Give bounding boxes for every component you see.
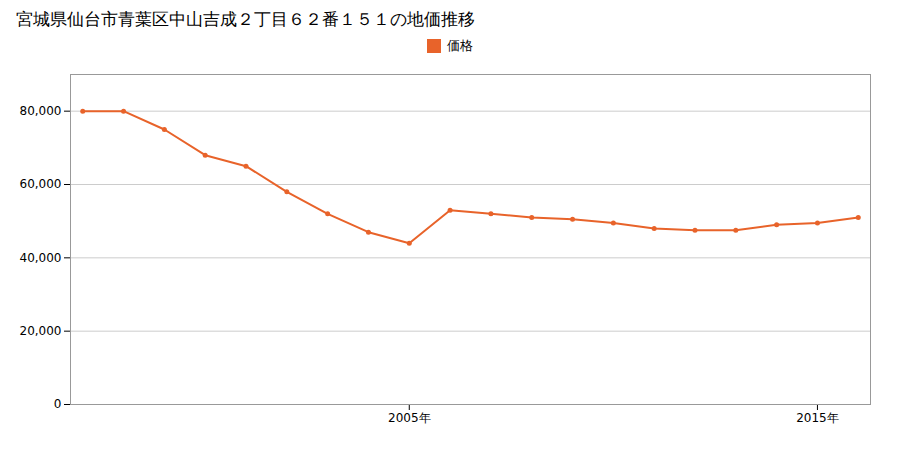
html-text:宮城県仙台市青葉区中山吉成２丁目６２番１５１の地価推移: 宮城県仙台市青葉区中山吉成２丁目６２番１５１の地価推移 [16,9,475,29]
svg-text:60,000: 60,000 [20,177,62,191]
svg-text:40,000: 40,000 [20,251,62,265]
svg-text:2015年: 2015年 [796,411,839,425]
html-text:価格: 価格 [447,38,473,53]
svg-text:2005年: 2005年 [388,411,431,425]
svg-text:80,000: 80,000 [20,104,62,118]
svg-text:0: 0 [54,397,62,411]
svg-text:20,000: 20,000 [20,324,62,338]
